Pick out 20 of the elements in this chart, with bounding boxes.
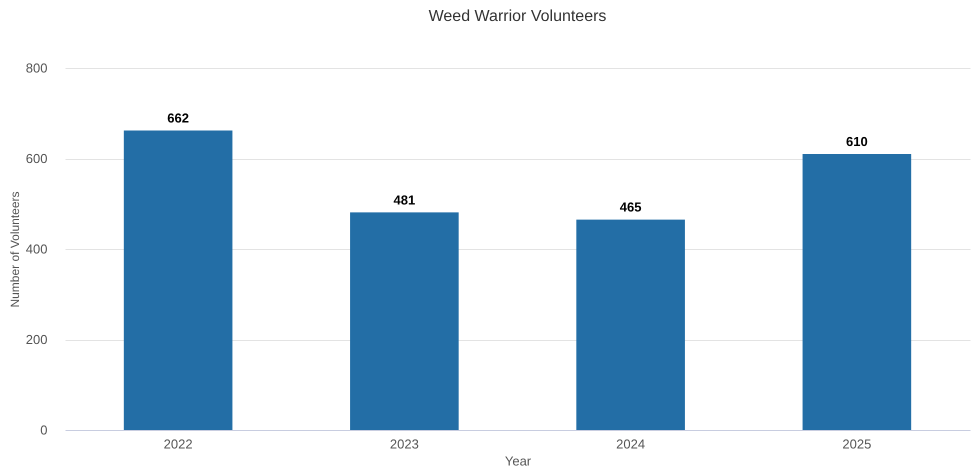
bar [802,154,912,430]
x-tick-label: 2024 [616,436,646,452]
data-label: 662 [167,110,189,126]
bar [350,212,459,430]
chart-title: Weed Warrior Volunteers [428,8,606,25]
x-axis-title: Year [504,454,532,468]
bar [576,220,685,430]
data-label: 465 [620,200,642,215]
x-tick-label: 2025 [842,436,872,452]
x-tick-label: 2022 [164,436,193,452]
y-tick-label: 600 [26,151,48,166]
bar [124,130,232,430]
y-tick-label: 800 [26,60,48,76]
y-tick-label: 200 [26,332,48,347]
y-axis-title: Number of Volunteers [8,191,22,308]
data-label: 610 [846,134,868,149]
y-tick-label: 400 [26,242,48,256]
y-tick-label: 0 [40,422,48,438]
data-label: 481 [394,192,416,208]
x-tick-label: 2023 [390,436,419,452]
